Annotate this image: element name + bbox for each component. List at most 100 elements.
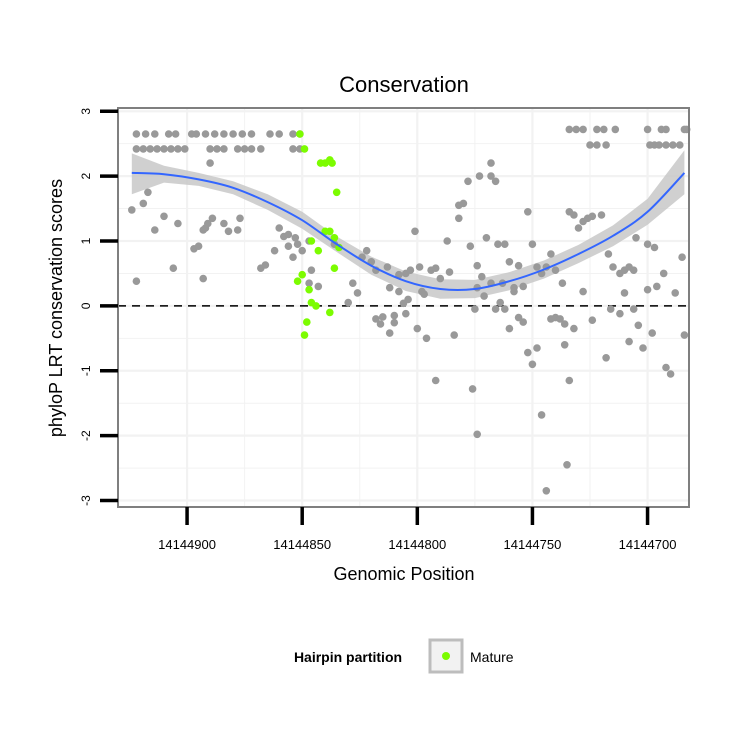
point-other	[213, 145, 221, 153]
x-axis-label: Genomic Position	[333, 564, 474, 584]
point-other	[174, 219, 182, 228]
point-other	[344, 298, 353, 307]
point-other	[291, 234, 300, 242]
point-other	[579, 287, 587, 296]
chart-title: Conservation	[339, 72, 469, 97]
point-other	[210, 130, 219, 138]
point-other	[132, 130, 141, 138]
point-mature	[293, 277, 302, 286]
point-other	[464, 177, 472, 186]
point-mature	[326, 227, 334, 236]
point-other	[206, 145, 214, 153]
point-other	[233, 226, 242, 234]
point-other	[376, 320, 385, 328]
point-other	[247, 145, 256, 153]
point-mature	[330, 234, 339, 242]
point-other	[167, 145, 175, 153]
point-other	[229, 130, 237, 138]
point-other	[390, 311, 399, 320]
x-axis: 14144900 14144850 14144800 14144750 14144700	[158, 507, 676, 552]
point-other	[151, 130, 159, 138]
point-other	[236, 214, 244, 223]
point-mature	[330, 264, 339, 273]
point-other	[395, 270, 403, 279]
point-other	[284, 242, 293, 250]
points-layer	[128, 125, 691, 495]
point-other	[171, 130, 180, 138]
point-mature	[314, 246, 323, 255]
point-other	[169, 264, 178, 273]
point-other	[662, 125, 670, 134]
point-other	[141, 130, 150, 138]
point-other	[611, 125, 620, 134]
point-other	[402, 309, 410, 318]
x-tick-label: 14144750	[504, 537, 562, 552]
point-other	[298, 246, 307, 255]
point-other	[379, 313, 387, 321]
point-other	[224, 227, 233, 236]
point-other	[570, 211, 578, 219]
point-other	[139, 145, 148, 153]
point-other	[270, 246, 279, 255]
point-other	[547, 250, 555, 258]
point-other	[194, 242, 203, 250]
point-other	[418, 287, 426, 296]
point-other	[395, 287, 403, 296]
point-mature	[298, 270, 307, 279]
point-other	[533, 263, 541, 271]
plot-panel	[118, 108, 689, 507]
point-other	[597, 211, 606, 219]
point-other	[160, 212, 168, 221]
y-tick-label: -1	[79, 365, 93, 376]
point-other	[445, 268, 454, 276]
point-other	[478, 272, 486, 281]
point-other	[422, 334, 431, 343]
point-other	[669, 141, 677, 149]
point-other	[606, 305, 615, 313]
legend: Hairpin partition Mature	[294, 638, 514, 674]
point-other	[537, 411, 546, 419]
point-other	[475, 172, 484, 180]
point-other	[132, 277, 141, 286]
point-other	[528, 240, 537, 248]
point-other	[579, 125, 587, 134]
point-other	[616, 309, 624, 318]
point-other	[491, 177, 500, 186]
point-other	[413, 324, 422, 333]
point-other	[501, 305, 509, 313]
point-other	[204, 219, 212, 228]
point-other	[565, 376, 574, 385]
point-other	[275, 224, 284, 232]
point-other	[431, 264, 440, 273]
y-tick-label: -3	[79, 495, 93, 506]
point-other	[558, 279, 567, 288]
point-other	[602, 354, 610, 362]
point-other	[572, 125, 580, 134]
point-other	[473, 430, 482, 439]
point-other	[643, 125, 652, 134]
point-other	[602, 141, 610, 149]
point-other	[496, 298, 505, 307]
point-other	[305, 279, 313, 288]
point-other	[505, 258, 514, 266]
legend-title: Hairpin partition	[294, 649, 402, 665]
point-mature	[300, 331, 309, 339]
point-other	[192, 130, 201, 138]
point-other	[459, 199, 468, 208]
point-other	[362, 246, 371, 255]
point-other	[406, 266, 415, 275]
point-other	[240, 145, 249, 153]
point-other	[524, 348, 532, 357]
point-other	[655, 141, 663, 149]
point-other	[289, 130, 297, 138]
y-tick-label: 2	[79, 172, 93, 179]
point-other	[431, 376, 440, 385]
point-other	[542, 487, 551, 495]
point-other	[455, 214, 463, 223]
point-other	[160, 145, 168, 153]
point-other	[238, 130, 247, 138]
point-other	[574, 224, 583, 232]
point-other	[505, 324, 514, 333]
point-other	[560, 320, 569, 328]
